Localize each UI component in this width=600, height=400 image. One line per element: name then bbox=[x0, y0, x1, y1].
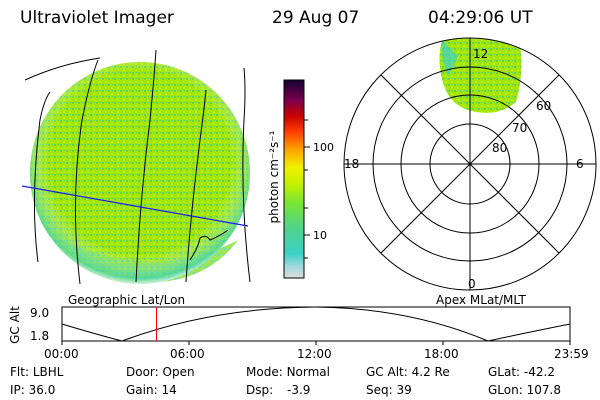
status-filter: Flt: LBHL bbox=[10, 365, 63, 379]
mlt-label-0: 0 bbox=[468, 277, 476, 291]
mode-label: Mode: bbox=[246, 365, 283, 379]
seq-value: 39 bbox=[396, 383, 412, 397]
altitude-ymax: 9.0 bbox=[30, 306, 49, 320]
status-ip: IP: 36.0 bbox=[10, 383, 55, 397]
mlat-label-60: 60 bbox=[536, 99, 551, 113]
mlat-label-80: 80 bbox=[492, 141, 507, 155]
polar-aurora-region bbox=[439, 38, 522, 113]
altitude-xtick-2359: 23:59 bbox=[554, 347, 589, 361]
ip-label: IP: bbox=[10, 383, 25, 397]
altitude-ylabel: GC Alt bbox=[8, 306, 22, 344]
apex-panel-label: Apex MLat/MLT bbox=[436, 293, 526, 307]
image-time: 04:29:06 UT bbox=[428, 8, 533, 28]
door-label: Door: bbox=[126, 365, 159, 379]
earth-disk bbox=[30, 62, 250, 284]
seq-label: Seq: bbox=[366, 383, 393, 397]
status-gcalt: GC Alt: 4.2 Re bbox=[366, 365, 450, 379]
glon-label: GLon: bbox=[488, 383, 523, 397]
status-dsp: Dsp: -3.9 bbox=[246, 383, 310, 397]
mlt-label-6: 6 bbox=[576, 157, 584, 171]
colorbar: 100 10 bbox=[283, 79, 334, 279]
colorbar-tick-100: 100 bbox=[313, 141, 334, 154]
mlt-label-18: 18 bbox=[344, 157, 359, 171]
altitude-ymin: 1.8 bbox=[30, 329, 49, 343]
mlt-label-12: 12 bbox=[473, 47, 488, 61]
altitude-xtick-0600: 06:00 bbox=[170, 347, 205, 361]
status-seq: Seq: 39 bbox=[366, 383, 412, 397]
filter-label: Flt: bbox=[10, 365, 29, 379]
altitude-xtick-1800: 18:00 bbox=[424, 347, 459, 361]
mlat-label-70: 70 bbox=[512, 121, 527, 135]
altitude-xtick-1200: 12:00 bbox=[297, 347, 332, 361]
dsp-label: Dsp: bbox=[246, 383, 274, 397]
instrument-title: Ultraviolet Imager bbox=[20, 8, 174, 28]
status-glon: GLon: 107.8 bbox=[488, 383, 561, 397]
door-value: Open bbox=[162, 365, 195, 379]
gain-value: 14 bbox=[161, 383, 177, 397]
dsp-value: -3.9 bbox=[286, 383, 311, 397]
status-mode: Mode: Normal bbox=[246, 365, 330, 379]
glat-value: -42.2 bbox=[523, 365, 555, 379]
altitude-plot-frame bbox=[61, 306, 571, 342]
altitude-curve bbox=[61, 306, 571, 342]
geographic-panel-label: Geographic Lat/Lon bbox=[68, 293, 186, 307]
gcalt-label: GC Alt: bbox=[366, 365, 408, 379]
glon-value: 107.8 bbox=[526, 383, 561, 397]
altitude-plot: 9.0 1.8 00:00 06:00 12:00 18:00 23:59 bbox=[30, 306, 589, 361]
gcalt-value: 4.2 Re bbox=[411, 365, 450, 379]
status-glat: GLat: -42.2 bbox=[488, 365, 555, 379]
image-date: 29 Aug 07 bbox=[272, 8, 360, 28]
mode-value: Normal bbox=[286, 365, 330, 379]
filter-value: LBHL bbox=[32, 365, 64, 379]
status-door: Door: Open bbox=[126, 365, 195, 379]
altitude-xtick-0000: 00:00 bbox=[44, 347, 79, 361]
status-gain: Gain: 14 bbox=[126, 383, 177, 397]
gain-label: Gain: bbox=[126, 383, 158, 397]
colorbar-scale bbox=[283, 79, 305, 279]
colorbar-unit-label: photon cm⁻²s⁻¹ bbox=[267, 130, 281, 224]
ip-value: 36.0 bbox=[28, 383, 56, 397]
glat-label: GLat: bbox=[488, 365, 521, 379]
colorbar-tick-10: 10 bbox=[313, 229, 327, 242]
polar-plot: 12 18 6 0 60 70 80 bbox=[343, 37, 597, 291]
equator-line bbox=[21, 185, 249, 227]
geographic-grid bbox=[24, 49, 251, 285]
